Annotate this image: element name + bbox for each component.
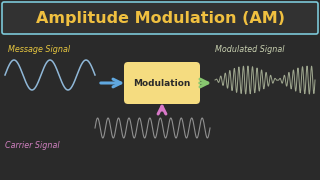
Text: Message Signal: Message Signal [8,44,70,53]
Text: Carrier Signal: Carrier Signal [5,141,60,150]
Text: Amplitude Modulation (AM): Amplitude Modulation (AM) [36,10,284,26]
FancyBboxPatch shape [2,2,318,34]
Text: Modulated Signal: Modulated Signal [215,44,284,53]
FancyBboxPatch shape [124,62,200,104]
Text: Modulation: Modulation [133,78,191,87]
